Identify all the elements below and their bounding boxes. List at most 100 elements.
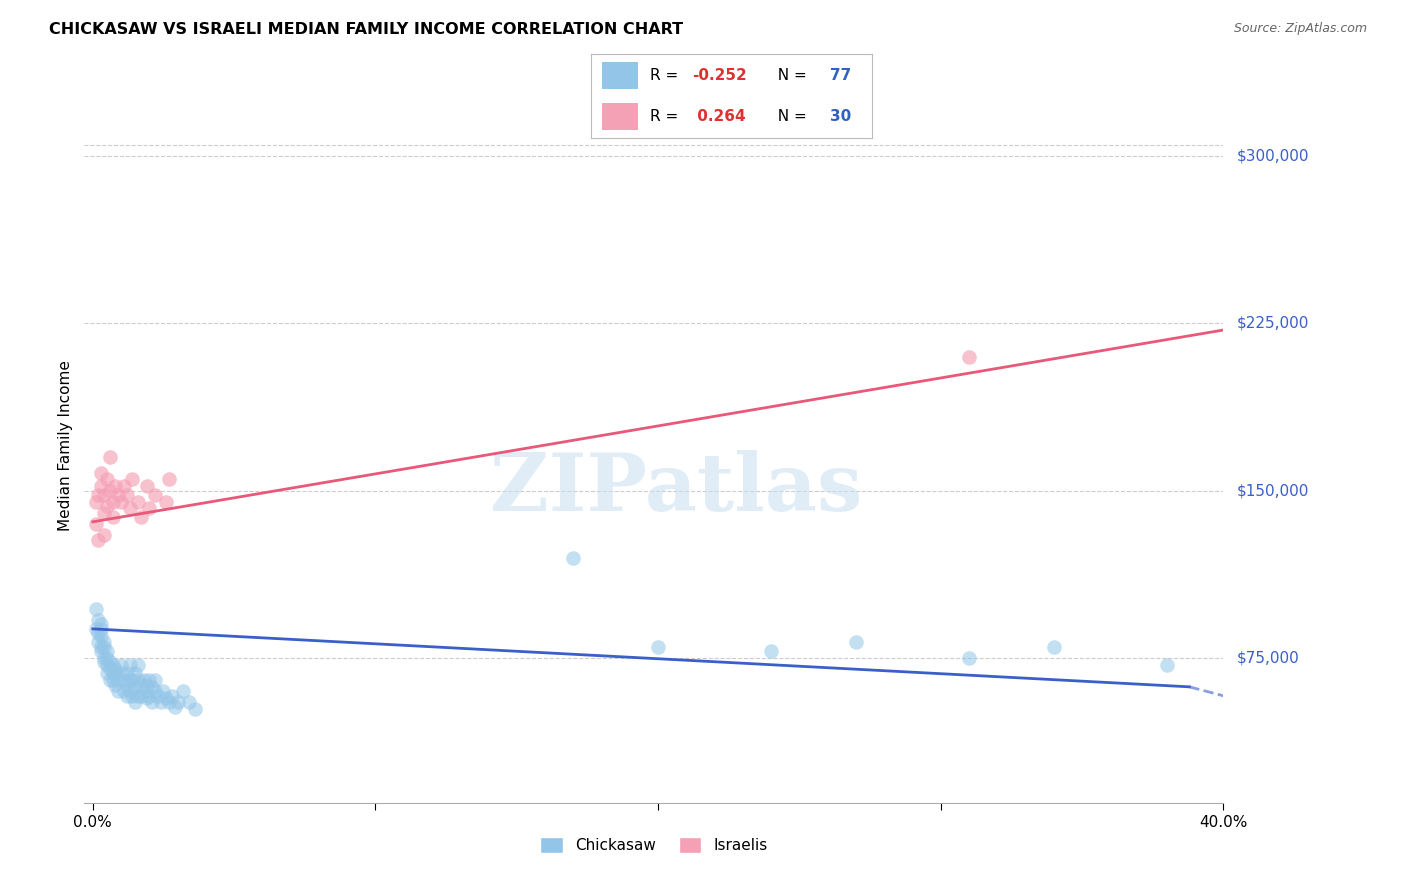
Point — [146, 689, 169, 703]
Point — [163, 699, 186, 714]
Point — [132, 673, 155, 687]
Point — [127, 689, 149, 703]
Point — [110, 494, 132, 508]
Point — [93, 488, 115, 502]
Text: N =: N = — [768, 68, 811, 83]
Text: $300,000: $300,000 — [1237, 149, 1309, 163]
Point — [84, 622, 107, 636]
Point — [1156, 657, 1178, 672]
Point — [101, 666, 124, 681]
Point — [135, 479, 157, 493]
Point — [132, 684, 155, 698]
Point — [98, 655, 121, 669]
Point — [129, 678, 152, 692]
Point — [107, 488, 129, 502]
Point — [93, 640, 115, 654]
Text: R =: R = — [650, 109, 683, 124]
Point — [121, 689, 143, 703]
Point — [90, 628, 112, 642]
Point — [107, 684, 129, 698]
Point — [647, 640, 669, 654]
Point — [98, 450, 121, 464]
Point — [135, 690, 157, 705]
Point — [141, 696, 163, 710]
Point — [152, 684, 174, 698]
Point — [160, 689, 183, 703]
Point — [96, 644, 118, 658]
Point — [90, 640, 112, 654]
Point — [98, 483, 121, 498]
Point — [93, 506, 115, 520]
Point — [138, 689, 160, 703]
Point — [112, 479, 135, 493]
Point — [118, 501, 141, 516]
Point — [957, 651, 980, 665]
Point — [121, 472, 143, 486]
Text: $150,000: $150,000 — [1237, 483, 1309, 498]
Point — [90, 644, 112, 658]
Point — [87, 488, 110, 502]
Point — [93, 655, 115, 669]
Point — [127, 657, 149, 672]
Point — [115, 666, 138, 681]
Point — [87, 635, 110, 649]
Point — [90, 617, 112, 632]
Text: $225,000: $225,000 — [1237, 316, 1309, 331]
Point — [101, 657, 124, 672]
Text: $75,000: $75,000 — [1237, 650, 1301, 665]
Point — [149, 696, 172, 710]
Point — [138, 501, 160, 516]
Point — [124, 680, 146, 694]
Point — [104, 678, 127, 692]
Bar — [602, 103, 638, 130]
Point — [112, 673, 135, 687]
Point — [98, 662, 121, 676]
Point — [157, 696, 180, 710]
Point — [96, 666, 118, 681]
Point — [96, 651, 118, 665]
Point — [87, 533, 110, 547]
Point — [155, 494, 177, 508]
Point — [135, 678, 157, 692]
Point — [98, 673, 121, 687]
Point — [90, 622, 112, 636]
Point — [90, 466, 112, 480]
Text: 77: 77 — [830, 68, 851, 83]
Point — [104, 479, 127, 493]
Point — [101, 494, 124, 508]
Point — [96, 499, 118, 513]
Point — [143, 673, 166, 687]
Point — [110, 666, 132, 681]
Point — [96, 657, 118, 672]
Point — [87, 626, 110, 640]
Point — [129, 510, 152, 524]
Text: 30: 30 — [830, 109, 851, 124]
Point — [143, 684, 166, 698]
Point — [84, 516, 107, 531]
Text: N =: N = — [768, 109, 811, 124]
Point — [107, 673, 129, 687]
Point — [93, 528, 115, 542]
Text: CHICKASAW VS ISRAELI MEDIAN FAMILY INCOME CORRELATION CHART: CHICKASAW VS ISRAELI MEDIAN FAMILY INCOM… — [49, 22, 683, 37]
Point — [118, 657, 141, 672]
Point — [93, 651, 115, 665]
Point — [84, 601, 107, 615]
Point — [84, 494, 107, 508]
Point — [93, 635, 115, 649]
Point — [104, 662, 127, 676]
Point — [115, 488, 138, 502]
Point — [87, 613, 110, 627]
Legend: Chickasaw, Israelis: Chickasaw, Israelis — [533, 831, 775, 859]
Point — [177, 696, 200, 710]
Point — [166, 696, 188, 710]
Point — [118, 673, 141, 687]
Text: 0.264: 0.264 — [692, 109, 745, 124]
Text: ZIPatlas: ZIPatlas — [491, 450, 863, 528]
Text: -0.252: -0.252 — [692, 68, 747, 83]
Point — [101, 510, 124, 524]
Point — [957, 350, 980, 364]
Point — [172, 684, 194, 698]
Point — [118, 684, 141, 698]
Point — [129, 689, 152, 703]
Point — [124, 696, 146, 710]
